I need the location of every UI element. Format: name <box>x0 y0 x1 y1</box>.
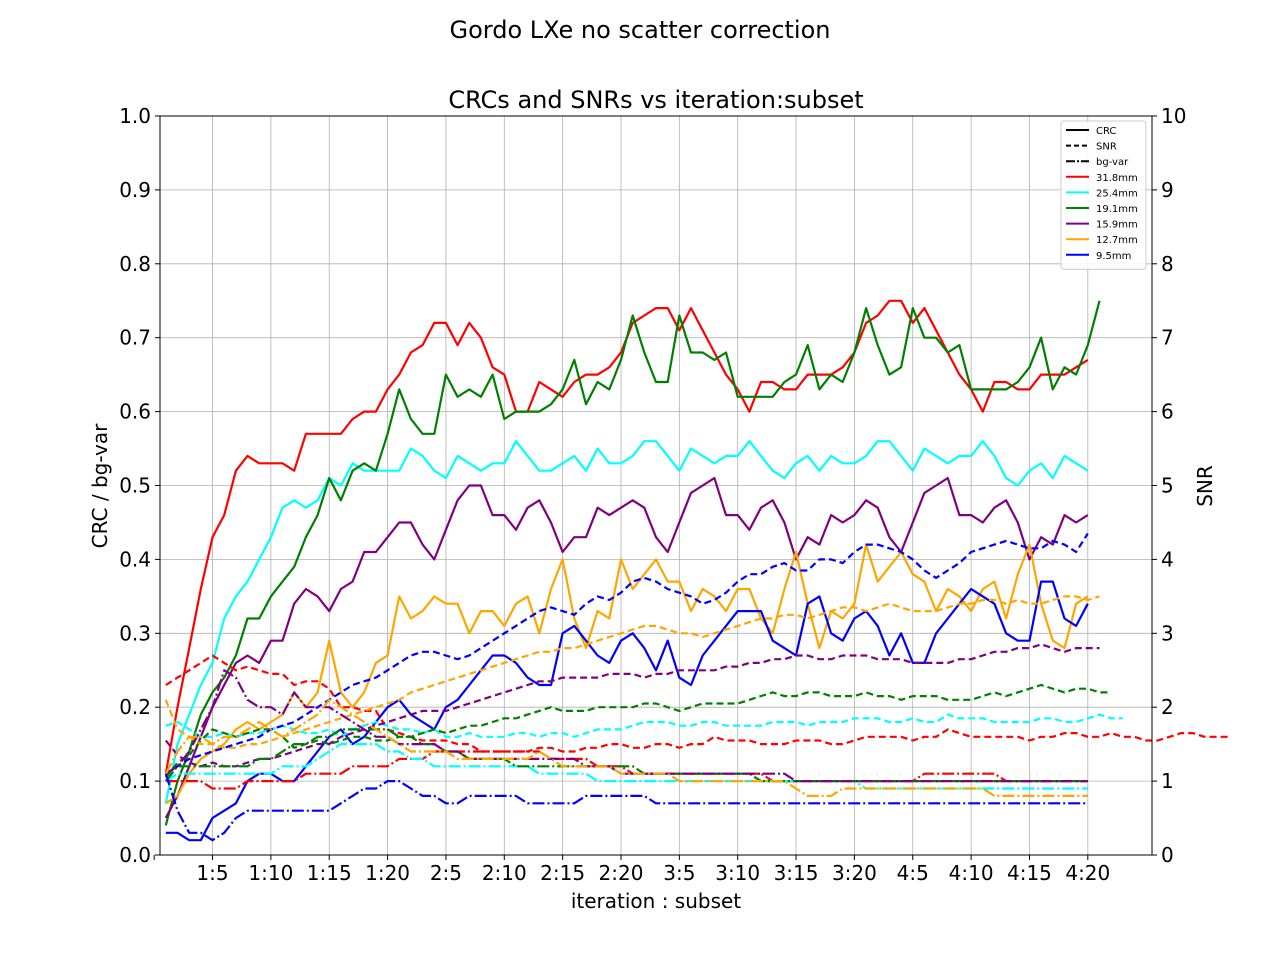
series-line-bg-var-15_9mm <box>165 669 1088 783</box>
y-right-tick-label: 6 <box>1161 400 1174 424</box>
x-tick-label: 2:10 <box>482 861 527 885</box>
y-axis-left-label: CRC / bg-var <box>88 423 112 548</box>
series-line-crc-19_1mm <box>164 300 1101 826</box>
grid-lines <box>160 115 1152 856</box>
x-axis-label: iteration : subset <box>571 889 741 913</box>
series-line-crc-9_5mm <box>165 580 1089 842</box>
series-line-snr-19_1mm <box>164 683 1112 779</box>
x-tick-label: 1:10 <box>248 861 293 885</box>
series-line-snr-9_5mm <box>165 532 1089 775</box>
x-tick-label: 3:10 <box>715 861 760 885</box>
series-line-crc-15_9mm <box>164 477 1089 819</box>
y-right-tick-label: 1 <box>1161 769 1174 793</box>
y-left-tick-label: 0.3 <box>119 621 151 645</box>
y-right-tick-label: 5 <box>1161 474 1174 498</box>
legend-label: 9.5mm <box>1096 251 1131 262</box>
legend-label: 31.8mm <box>1096 173 1138 184</box>
legend-label: SNR <box>1096 142 1117 153</box>
y-right-tick-label: 7 <box>1161 326 1174 350</box>
y-left-tick-label: 0.1 <box>119 769 151 793</box>
legend-label: bg-var <box>1096 157 1129 168</box>
y-axis-left: 0.0 0.1 0.2 0.3 0.4 0.5 0.6 0.7 0.8 0.9 1.0 <box>119 104 160 867</box>
y-right-tick-label: 3 <box>1161 621 1174 645</box>
x-tick-label: 3:15 <box>774 861 819 885</box>
legend-box <box>1060 120 1147 270</box>
x-tick-label: 2:20 <box>599 861 644 885</box>
legend: CRC SNR bg-var 31.8mm 25.4mm 19.1mm 15.9mm 12.7… <box>1060 120 1147 270</box>
legend-label: 25.4mm <box>1096 188 1138 199</box>
x-tick-label: 4:15 <box>1007 861 1052 885</box>
y-left-tick-label: 0.8 <box>119 252 151 276</box>
legend-label: CRC <box>1096 126 1116 137</box>
series-line-snr-12_7mm <box>164 595 1100 749</box>
figure-suptitle: Gordo LXe no scatter correction <box>449 16 830 44</box>
chart-title: CRCs and SNRs vs iteration:subset <box>448 86 863 114</box>
x-tick-label: 4:5 <box>897 861 929 885</box>
y-left-tick-label: 0.5 <box>119 474 151 498</box>
x-tick-label: 4:10 <box>949 861 994 885</box>
y-left-tick-label: 0.9 <box>119 178 151 202</box>
x-tick-label: 2:15 <box>540 861 585 885</box>
x-tick-label: 1:5 <box>196 861 228 885</box>
y-left-tick-label: 1.0 <box>119 104 151 128</box>
y-left-tick-label: 0.6 <box>119 400 151 424</box>
y-left-tick-label: 0.7 <box>119 326 151 350</box>
y-left-tick-label: 0.0 <box>119 843 151 867</box>
series-line-bg-var-19_1mm <box>164 728 1088 783</box>
y-axis-right: 0 1 2 3 4 5 6 7 8 9 10 <box>1152 104 1186 867</box>
legend-label: 15.9mm <box>1096 220 1138 231</box>
series-line-bg-var-31_8mm <box>165 750 1088 790</box>
y-left-tick-label: 0.4 <box>119 547 151 571</box>
x-tick-label: 3:20 <box>832 861 877 885</box>
legend-label: 19.1mm <box>1096 204 1138 215</box>
series-line-crc-12_7mm <box>165 543 1089 805</box>
series-line-snr-15_9mm <box>164 643 1100 768</box>
legend-label: 12.7mm <box>1096 235 1138 246</box>
y-right-tick-label: 2 <box>1161 695 1174 719</box>
x-axis: 1:5 1:10 1:15 1:20 2:5 2:10 2:15 2:20 3:5 3:10 3:1… <box>153 855 1110 885</box>
x-tick-label: 3:5 <box>663 861 695 885</box>
y-right-tick-label: 9 <box>1161 178 1174 202</box>
series-line-crc-25_4mm <box>164 440 1089 804</box>
y-right-tick-label: 10 <box>1161 104 1186 128</box>
series-line-bg-var-12_7mm <box>164 698 1088 798</box>
x-tick-label: 1:20 <box>365 861 410 885</box>
y-right-tick-label: 4 <box>1161 547 1174 571</box>
y-right-tick-label: 8 <box>1161 252 1174 276</box>
x-tick-label: 2:5 <box>430 861 462 885</box>
y-axis-right-label: SNR <box>1193 465 1217 507</box>
x-tick-label: 1:15 <box>307 861 352 885</box>
x-tick-label: 4:20 <box>1065 861 1110 885</box>
y-right-tick-label: 0 <box>1161 843 1174 867</box>
series-line-snr-25_4mm <box>165 713 1123 738</box>
series-line-snr-31_8mm <box>165 654 1228 753</box>
series-line-bg-var-9_5mm <box>164 773 1088 842</box>
plot-series <box>164 299 1228 842</box>
y-left-tick-label: 0.2 <box>119 695 151 719</box>
